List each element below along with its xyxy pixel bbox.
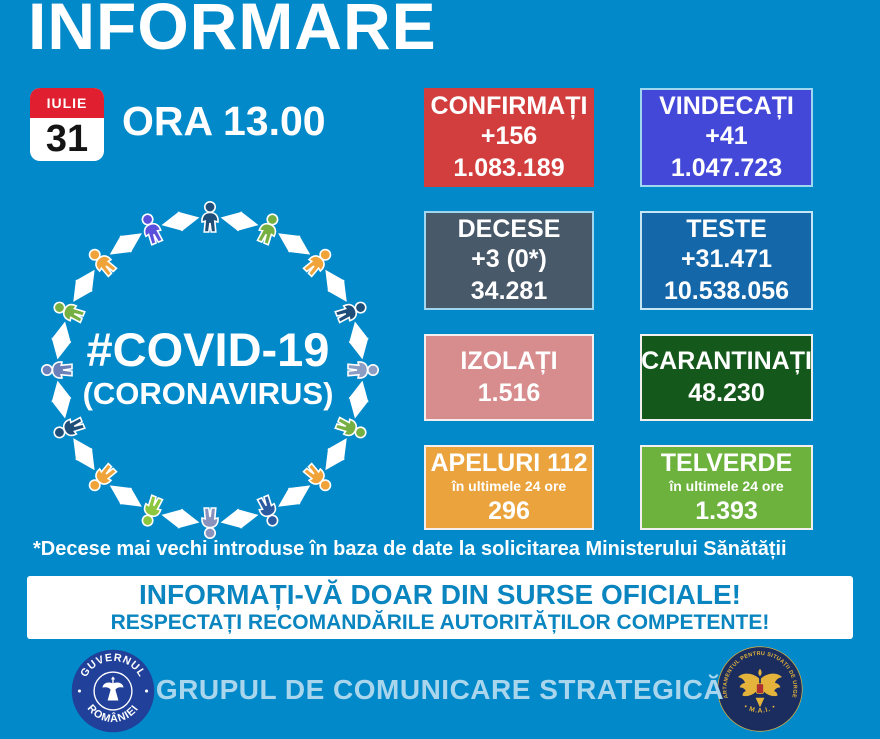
stat-total-confirmati: 1.083.189: [453, 153, 565, 182]
people-circle-graphic: #COVID-19 (CORONAVIRUS): [18, 192, 398, 548]
double-arrow-icon: [325, 438, 347, 471]
person-icon: [40, 361, 73, 379]
stat-box-carantinati: CARANTINAȚI 48.230: [640, 334, 813, 421]
person-icon: [141, 213, 164, 246]
stat-box-apeluri112: APELURI 112 în ultimele 24 ore 296: [424, 445, 594, 530]
person-icons: [40, 200, 380, 540]
person-icon: [302, 462, 332, 492]
stats-grid: CONFIRMAȚI +156 1.083.189 VINDECAȚI +41 1.047…: [424, 88, 813, 530]
double-arrow-icon: [109, 485, 142, 507]
stat-label-confirmati: CONFIRMAȚI: [430, 91, 588, 120]
calendar-day: 31: [45, 118, 89, 160]
person-icon: [53, 301, 86, 324]
double-arrow-icon: [73, 438, 95, 471]
stat-total-vindecati: 1.047.723: [670, 153, 783, 182]
stat-label-decese: DECESE: [457, 214, 561, 243]
time-label: ORA 13.00: [122, 98, 326, 144]
page-title: INFORMARE: [28, 0, 437, 63]
person-icon: [201, 200, 219, 233]
stat-box-decese: DECESE +3 (0*) 34.281: [424, 211, 594, 310]
stat-delta-teste: +31.471: [680, 245, 773, 274]
double-arrow-icon: [220, 508, 259, 529]
stat-label-teste: TESTE: [686, 214, 767, 243]
stat-box-confirmati: CONFIRMAȚI +156 1.083.189: [424, 88, 594, 187]
double-arrow-icon: [51, 321, 72, 360]
stat-sublabel-apeluri112: în ultimele 24 ore: [451, 478, 567, 495]
stat-total-decese: 34.281: [470, 276, 548, 305]
double-arrow-icon: [278, 233, 311, 255]
person-icon: [347, 361, 380, 379]
person-icon: [256, 213, 279, 246]
guvernul-romaniei-logo: GUVERNUL ROMÂNIEI: [71, 649, 155, 733]
stat-total-carantinati: 48.230: [688, 378, 765, 407]
person-icon: [201, 507, 219, 540]
double-arrow-icon: [220, 211, 259, 232]
covid-hashtag: #COVID-19: [86, 323, 330, 376]
double-arrow-icon: [51, 380, 72, 419]
person-icon: [334, 301, 367, 324]
double-arrow-icon: [109, 233, 142, 255]
stat-box-vindecati: VINDECAȚI +41 1.047.723: [640, 88, 813, 187]
banner-line2: RESPECTAȚI RECOMANDĂRILE AUTORITĂȚILOR C…: [110, 611, 770, 635]
stat-label-izolati: IZOLAȚI: [460, 347, 558, 375]
footer-title: GRUPUL DE COMUNICARE STRATEGICĂ: [155, 674, 725, 705]
footnote: *Decese mai vechi introduse în baza de d…: [33, 538, 787, 560]
stat-total-teste: 10.538.056: [663, 276, 790, 305]
double-arrow-icon: [161, 211, 200, 232]
stat-delta-decese: +3 (0*): [471, 245, 547, 274]
stat-sublabel-telverde: în ultimele 24 ore: [669, 478, 784, 495]
person-icon: [88, 462, 118, 492]
arrow-icons: [51, 211, 369, 529]
double-arrow-icon: [325, 269, 347, 302]
stat-label-apeluri112: APELURI 112: [430, 448, 588, 477]
double-arrow-icon: [73, 269, 95, 302]
stat-total-izolati: 1.516: [477, 378, 541, 407]
mai-eagle-icon: [738, 668, 782, 708]
mai-bottom-text: • M.A.I. •: [743, 703, 777, 714]
double-arrow-icon: [348, 380, 369, 419]
person-icon: [88, 248, 118, 278]
person-icon: [302, 248, 332, 278]
stat-delta-vindecati: +41: [705, 122, 748, 151]
calendar-icon: IULIE 31: [30, 88, 104, 161]
gov-eagle-icon: [102, 676, 124, 701]
svg-text:• M.A.I. •: • M.A.I. •: [743, 703, 778, 714]
stat-label-carantinati: CARANTINAȚI: [641, 347, 812, 375]
double-arrow-icon: [348, 321, 369, 360]
double-arrow-icon: [161, 508, 200, 529]
mai-dsu-logo: DEPARTAMENTUL PENTRU SITUAȚII DE URGENȚĂ…: [716, 645, 803, 732]
double-arrow-icon: [278, 485, 311, 507]
stat-box-izolati: IZOLAȚI 1.516: [424, 334, 594, 421]
stat-delta-confirmati: +156: [480, 122, 538, 151]
calendar-month-band: IULIE: [30, 88, 104, 118]
stat-total-telverde: 1.393: [695, 496, 758, 525]
stat-label-telverde: TELVERDE: [660, 448, 793, 477]
banner-line1: INFORMAȚI-VĂ DOAR DIN SURSE OFICIALE!: [139, 578, 741, 610]
person-icon: [141, 494, 164, 527]
calendar-month: IULIE: [46, 95, 88, 111]
covid-subtitle: (CORONAVIRUS): [82, 376, 334, 411]
person-icon: [256, 494, 279, 527]
stat-box-telverde: TELVERDE în ultimele 24 ore 1.393: [640, 445, 813, 530]
person-icon: [334, 416, 367, 439]
stat-label-vindecati: VINDECAȚI: [659, 91, 794, 120]
stat-total-apeluri112: 296: [488, 496, 530, 525]
stat-box-teste: TESTE +31.471 10.538.056: [640, 211, 813, 310]
people-circle-icon: [40, 200, 380, 540]
official-sources-banner: INFORMAȚI-VĂ DOAR DIN SURSE OFICIALE! RE…: [27, 576, 853, 639]
person-icon: [53, 416, 86, 439]
